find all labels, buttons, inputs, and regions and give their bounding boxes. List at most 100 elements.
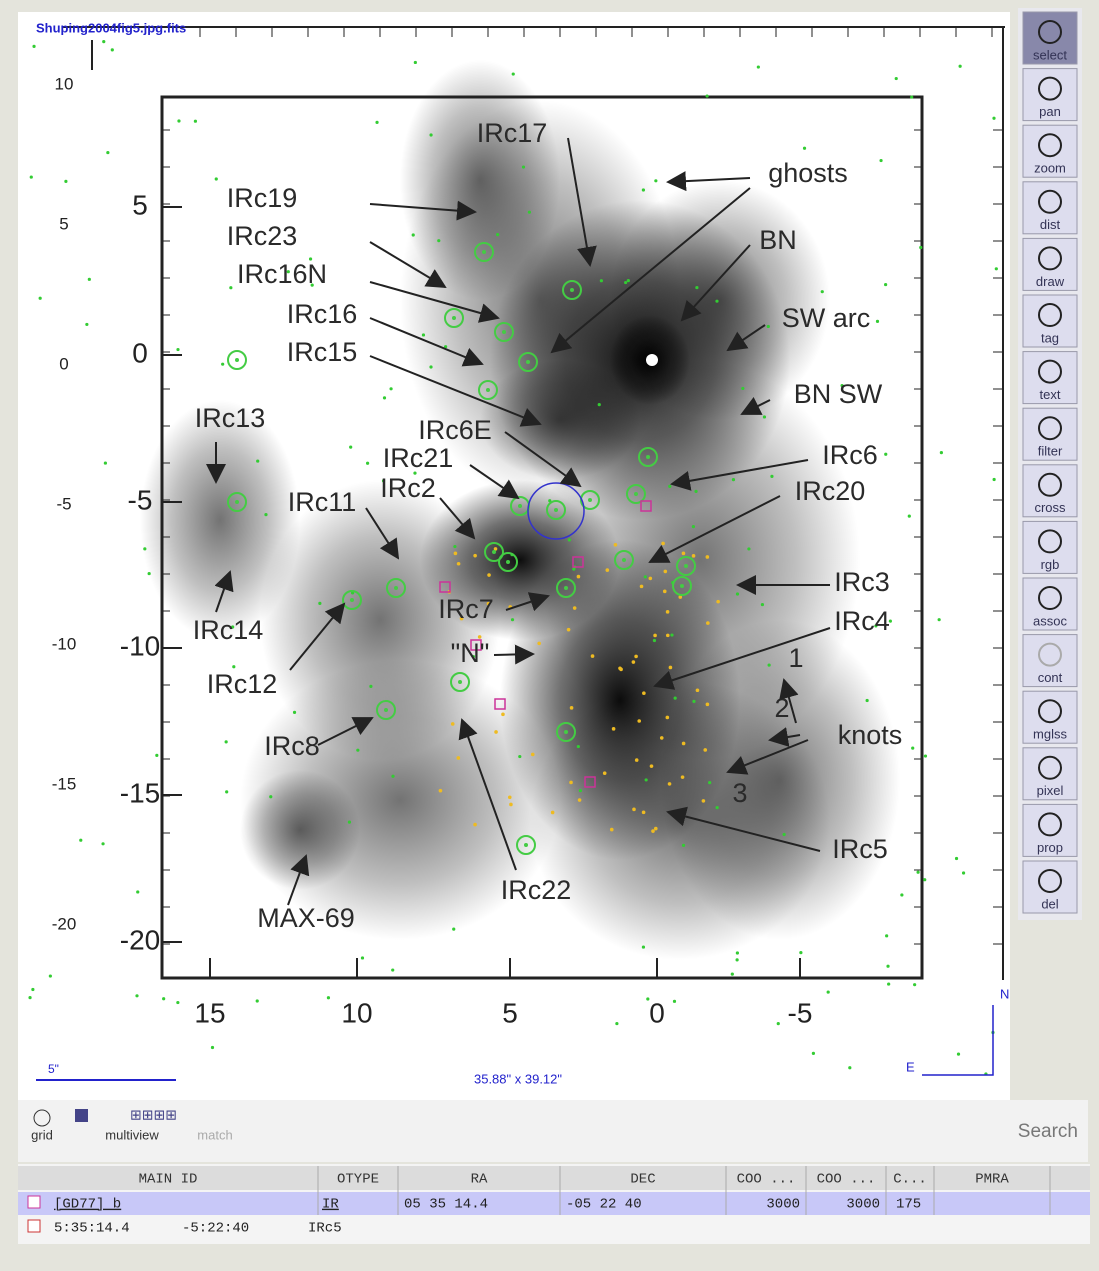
catalog-dot: [803, 147, 806, 150]
tool-button[interactable]: pixel: [1023, 748, 1077, 800]
tool-label[interactable]: cont: [1038, 670, 1063, 685]
catalog-dot: [708, 781, 711, 784]
tool-label[interactable]: pan: [1039, 104, 1061, 119]
tool-label[interactable]: prop: [1037, 840, 1063, 855]
catalog-dot: [229, 286, 232, 289]
tool-label[interactable]: cross: [1034, 500, 1066, 515]
tool-button[interactable]: select: [1023, 12, 1077, 64]
tool-button[interactable]: rgb: [1023, 521, 1077, 573]
catalog-dot: [955, 857, 958, 860]
tool-label[interactable]: zoom: [1034, 161, 1066, 176]
row-checkbox[interactable]: [28, 1196, 40, 1208]
source-center: [482, 250, 486, 254]
y-tick-label: 0: [132, 337, 148, 368]
tool-button[interactable]: zoom: [1023, 125, 1077, 177]
catalog-dot: [32, 45, 35, 48]
catalog-dot: [603, 771, 607, 775]
catalog-dot: [221, 363, 224, 366]
image-title: Shuping2004fig5.jpg.fits: [36, 20, 186, 35]
search-button[interactable]: Search: [1018, 1121, 1078, 1142]
outer-y-tick-label: -10: [52, 634, 77, 653]
tool-button[interactable]: mglss: [1023, 691, 1077, 743]
tool-button[interactable]: text: [1023, 352, 1077, 404]
y-tick-label: -15: [120, 777, 160, 808]
catalog-dot: [706, 94, 709, 97]
tool-label[interactable]: mglss: [1033, 727, 1067, 742]
tool-button[interactable]: pan: [1023, 69, 1077, 121]
multiview-icon[interactable]: [75, 1109, 88, 1122]
tool-label[interactable]: select: [1033, 47, 1067, 62]
tool-button[interactable]: tag: [1023, 295, 1077, 347]
tool-button[interactable]: dist: [1023, 182, 1077, 234]
catalog-dot: [715, 300, 718, 303]
catalog-dot: [884, 453, 887, 456]
catalog-dot: [681, 775, 685, 779]
catalog-dot: [637, 719, 641, 723]
column-header[interactable]: DEC: [630, 1172, 655, 1188]
column-header[interactable]: C...: [893, 1172, 927, 1188]
column-header[interactable]: COO ...: [817, 1172, 876, 1188]
outer-y-tick-label: -15: [52, 774, 77, 793]
column-header[interactable]: RA: [471, 1172, 488, 1188]
nebula-blob: [660, 620, 900, 940]
tool-label[interactable]: assoc: [1033, 613, 1067, 628]
tool-button[interactable]: assoc: [1023, 578, 1077, 630]
tool-button[interactable]: draw: [1023, 238, 1077, 290]
source-center: [492, 550, 496, 554]
row-checkbox[interactable]: [28, 1220, 40, 1232]
catalog-dot: [924, 754, 927, 757]
tool-button[interactable]: prop: [1023, 804, 1077, 856]
annotation: SW arc: [782, 303, 871, 333]
column-header[interactable]: COO ...: [737, 1172, 796, 1188]
tool-label[interactable]: draw: [1036, 274, 1065, 289]
table-cell[interactable]: IR: [322, 1197, 339, 1213]
catalog-dot: [136, 890, 139, 893]
catalog-dot: [111, 48, 114, 51]
catalog-dot: [731, 973, 734, 976]
source-center: [502, 330, 506, 334]
catalog-dot: [569, 781, 573, 785]
catalog-dot: [911, 747, 914, 750]
tool-label[interactable]: dist: [1040, 217, 1061, 232]
catalog-dot: [102, 40, 105, 43]
column-header[interactable]: MAIN ID: [139, 1172, 198, 1188]
tool-label[interactable]: pixel: [1037, 783, 1064, 798]
catalog-dot: [457, 562, 461, 566]
annotation: IRc7: [438, 594, 494, 624]
catalog-dot: [887, 982, 890, 985]
catalog-dot: [895, 77, 898, 80]
tool-label[interactable]: rgb: [1041, 557, 1060, 572]
x-tick-label: 15: [194, 997, 225, 1028]
catalog-dot: [885, 934, 888, 937]
tool-label[interactable]: tag: [1041, 330, 1059, 345]
multiview-button[interactable]: multiview: [105, 1127, 159, 1142]
catalog-dot: [85, 323, 88, 326]
catalog-dot: [211, 1046, 214, 1049]
tool-label[interactable]: text: [1040, 387, 1061, 402]
tool-label[interactable]: del: [1041, 896, 1058, 911]
catalog-dot: [992, 117, 995, 120]
column-header[interactable]: OTYPE: [337, 1172, 379, 1188]
annotation: IRc17: [477, 118, 548, 148]
catalog-dot: [349, 445, 352, 448]
source-center: [634, 492, 638, 496]
tool-label[interactable]: filter: [1038, 444, 1063, 459]
tool-button[interactable]: filter: [1023, 408, 1077, 460]
table-cell[interactable]: [GD77] b: [54, 1197, 121, 1213]
catalog-dot: [30, 175, 33, 178]
annotation-arrow: [494, 654, 533, 655]
catalog-dot: [866, 699, 869, 702]
tool-button[interactable]: cont: [1023, 635, 1077, 687]
page: Shuping2004fig5.jpg.fits 1050-5-10-15-20…: [0, 0, 1099, 1266]
tool-button[interactable]: cross: [1023, 465, 1077, 517]
source-center: [235, 358, 239, 362]
catalog-dot: [632, 808, 636, 812]
table-cell: 3000: [766, 1197, 800, 1213]
column-header[interactable]: PMRA: [975, 1172, 1009, 1188]
catalog-dot: [162, 997, 165, 1000]
catalog-dot: [650, 764, 654, 768]
table-cell: -05 22 40: [566, 1197, 642, 1213]
match-button[interactable]: match: [197, 1127, 232, 1142]
tool-button[interactable]: del: [1023, 861, 1077, 913]
grid-button[interactable]: grid: [31, 1127, 53, 1142]
